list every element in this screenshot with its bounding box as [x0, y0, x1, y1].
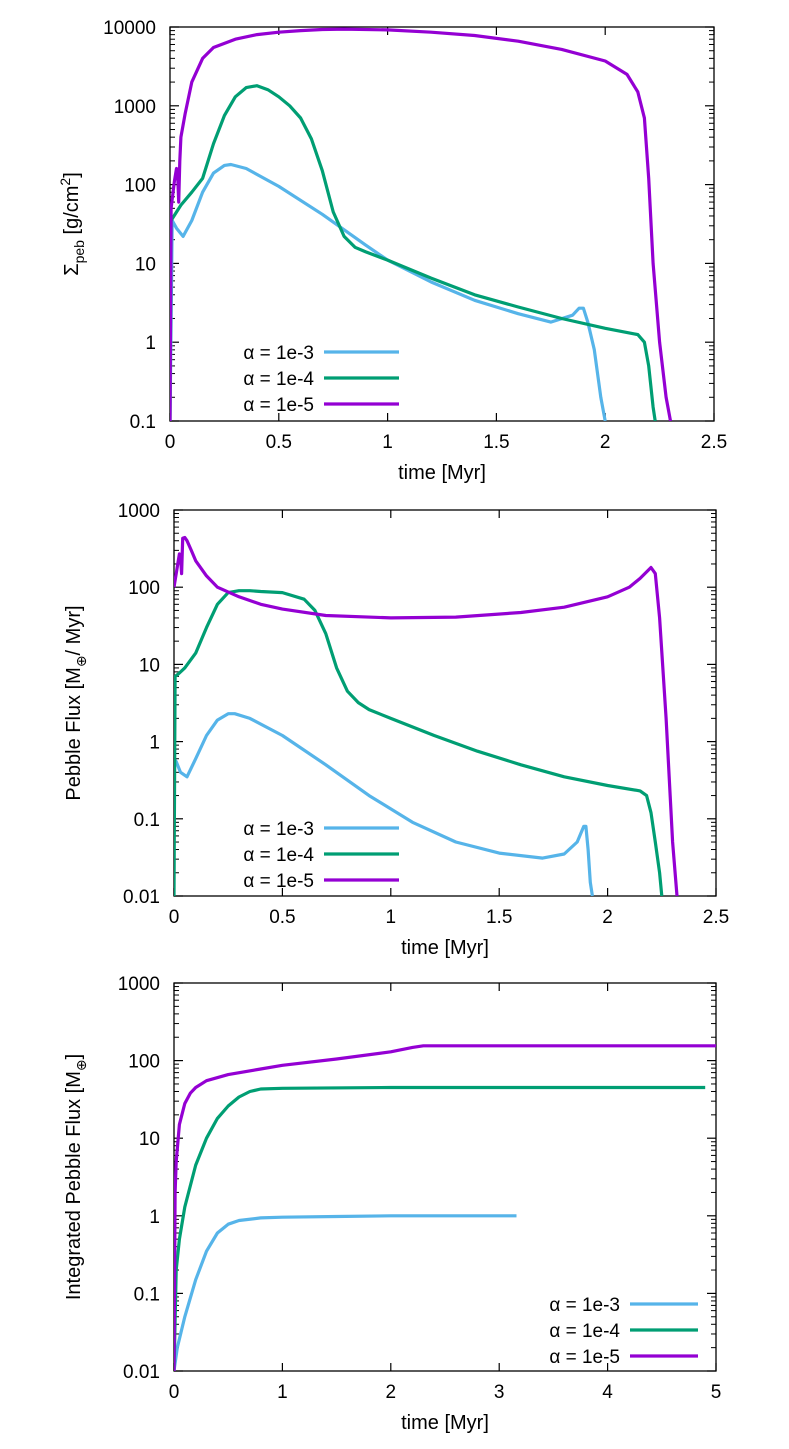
x-axis-label: time [Myr]: [398, 462, 486, 484]
y-tick-label: 0.01: [123, 887, 160, 908]
y-tick-label: 0.01: [123, 1362, 160, 1383]
series-line-3: [170, 27, 673, 421]
y-tick-label: 0.1: [130, 412, 156, 433]
y-axis-label: Integrated Pebble Flux [M⊕]: [63, 1054, 89, 1300]
legend-label: α = 1e-4: [243, 369, 314, 390]
legend-label: α = 1e-3: [549, 1295, 620, 1316]
x-tick-label: 0: [165, 432, 176, 453]
y-tick-label: 0.1: [134, 1284, 160, 1305]
series-line-3: [174, 1044, 716, 1371]
x-tick-label: 1.5: [483, 432, 509, 453]
x-tick-label: 1: [386, 907, 397, 928]
y-tick-label: 100: [128, 1052, 160, 1073]
legend-label: α = 1e-3: [243, 819, 314, 840]
plot-frame: [173, 982, 717, 1372]
y-axis-label: Σpeb [g/cm2]: [57, 172, 87, 276]
x-tick-label: 1: [277, 1382, 288, 1403]
x-axis-label: time [Myr]: [401, 937, 489, 959]
y-tick-label: 10: [135, 254, 156, 275]
x-tick-label: 0.5: [269, 907, 295, 928]
chart-panel-2: 0 0.5 1 1.5 2 2.5 0.01 0.1 1 10 100 1000 α = 1e-3 α =…: [63, 501, 729, 959]
legend-label: α = 1e-5: [243, 395, 314, 416]
y-axis-label: Pebble Flux [M⊕/ Myr]: [63, 605, 89, 800]
y-tick-label: 10000: [103, 18, 156, 39]
chart-panel-3: 0 1 2 3 4 5 0.01 0.1 1 10 100 1000 α = 1e-3 α = 1e-4 α…: [63, 974, 721, 1434]
y-tick-label: 1: [149, 733, 160, 754]
y-tick-label: 100: [124, 176, 156, 197]
x-tick-label: 5: [711, 1382, 722, 1403]
chart-panel-1: 0 0.5 1 1.5 2 2.5 0.1 1 10 100 1000 10000 α = 1e-3 α …: [57, 18, 727, 484]
y-tick-label: 1000: [118, 974, 160, 995]
x-tick-label: 0.5: [266, 432, 292, 453]
x-tick-label: 0: [169, 907, 180, 928]
x-tick-label: 2: [602, 907, 613, 928]
series-line-1: [170, 162, 607, 421]
x-tick-label: 2.5: [703, 907, 729, 928]
x-tick-label: 2: [386, 1382, 397, 1403]
y-tick-label: 1: [145, 333, 156, 354]
y-tick-label: 1000: [118, 501, 160, 522]
x-tick-label: 2: [600, 432, 611, 453]
y-tick-label: 10: [139, 655, 160, 676]
y-tick-label: 0.1: [134, 810, 160, 831]
y-tick-label: 100: [128, 578, 160, 599]
series-line-2: [170, 84, 657, 421]
y-tick-label: 1: [149, 1207, 160, 1228]
legend-label: α = 1e-4: [549, 1321, 620, 1342]
legend-label: α = 1e-3: [243, 343, 314, 364]
x-tick-label: 1.5: [486, 907, 512, 928]
legend-label: α = 1e-4: [243, 845, 314, 866]
x-tick-label: 4: [602, 1382, 613, 1403]
series-line-2: [174, 1085, 706, 1371]
series-line-1: [174, 1214, 517, 1371]
x-tick-label: 1: [382, 432, 393, 453]
y-tick-label: 1000: [114, 97, 156, 118]
y-tick-label: 10: [139, 1129, 160, 1150]
series-line-3: [174, 535, 679, 896]
x-tick-label: 2.5: [701, 432, 727, 453]
series-line-2: [174, 589, 664, 896]
series-line-1: [174, 712, 594, 896]
legend-label: α = 1e-5: [549, 1347, 620, 1368]
x-tick-label: 0: [169, 1382, 180, 1403]
legend-label: α = 1e-5: [243, 871, 314, 892]
x-tick-label: 3: [494, 1382, 505, 1403]
x-axis-label: time [Myr]: [401, 1412, 489, 1434]
